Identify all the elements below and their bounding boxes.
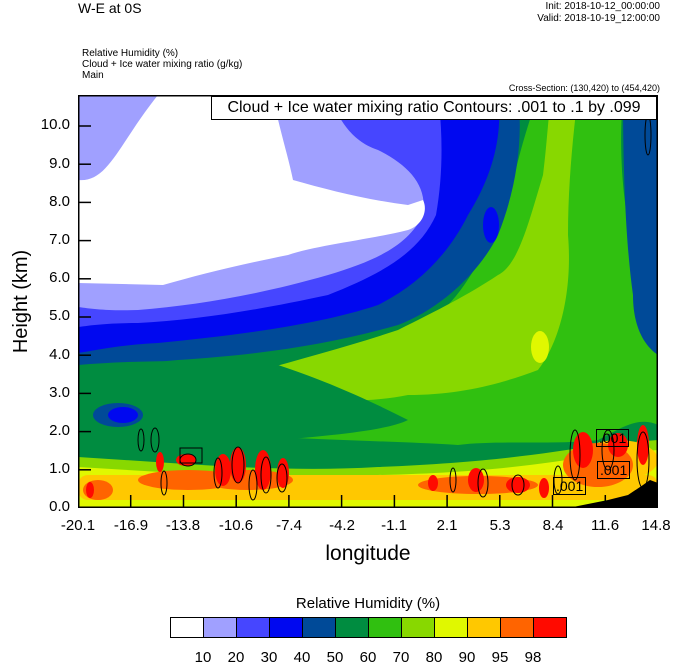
colorbar-swatch <box>501 618 534 637</box>
colorbar-swatch <box>171 618 204 637</box>
x-tick-label: -1.1 <box>381 517 407 534</box>
colorbar-level-label: 98 <box>524 649 542 666</box>
colorbar-swatch <box>237 618 270 637</box>
contour-info-box: Cloud + Ice water mixing ratio Contours:… <box>211 96 657 120</box>
contour-label: .001 <box>553 477 587 495</box>
y-tick-label: 8.0 <box>49 193 70 210</box>
contour-label-boxes <box>179 447 203 464</box>
colorbar-swatch <box>435 618 468 637</box>
colorbar-level-label: 40 <box>293 649 311 666</box>
colorbar <box>170 617 567 638</box>
x-tick-label: -4.2 <box>329 517 355 534</box>
x-tick-label: -20.1 <box>60 517 96 534</box>
rh-80-90-spot <box>531 331 549 363</box>
colorbar-level-label: 90 <box>458 649 476 666</box>
y-tick-label: 9.0 <box>49 155 70 172</box>
cloud-water-contours <box>137 114 652 501</box>
cross-section-label: Cross-Section: (130,420) to (454,420) <box>508 83 660 93</box>
colorbar-level-label: 60 <box>359 649 377 666</box>
contour-label: .001 <box>597 461 631 479</box>
x-axis-title: longitude <box>325 542 411 565</box>
x-tick-label: 8.4 <box>542 517 564 534</box>
x-tick-label: -10.6 <box>218 517 254 534</box>
field-main: Main <box>82 70 104 81</box>
y-tick-label: 7.0 <box>49 231 70 248</box>
colorbar-swatch <box>270 618 303 637</box>
valid-time: Valid: 2018-10-19_12:00:00 <box>537 13 660 24</box>
field-list: Relative Humidity (%) Cloud + Ice water … <box>82 48 242 81</box>
rh-below-10 <box>78 95 425 285</box>
rh-30-40-spot <box>483 207 499 243</box>
colorbar-swatch <box>402 618 435 637</box>
x-tick-label: 14.8 <box>641 517 671 534</box>
y-tick-label: 2.0 <box>49 422 70 439</box>
rh-40-50-right <box>623 95 658 355</box>
x-tick-label: 2.1 <box>436 517 458 534</box>
field-qcloud: Cloud + Ice water mixing ratio (g/kg) <box>82 59 243 70</box>
y-tick-label: 3.0 <box>49 384 70 401</box>
plot-title: W-E at 0S <box>78 0 142 16</box>
colorbar-title: Relative Humidity (%) <box>295 595 441 612</box>
init-time: Init: 2018-10-12_00:00:00 <box>545 1 660 12</box>
y-tick-label: 6.0 <box>49 269 70 286</box>
colorbar-level-label: 95 <box>491 649 509 666</box>
y-ticks <box>78 125 91 471</box>
rh-70-80 <box>208 95 578 401</box>
y-tick-label: 10.0 <box>40 116 70 133</box>
colorbar-level-label: 80 <box>425 649 443 666</box>
y-tick-label: 1.0 <box>49 460 70 477</box>
x-tick-label: -16.9 <box>113 517 149 534</box>
y-axis-title: Height (km) <box>10 249 33 354</box>
x-tick-label: -13.8 <box>165 517 201 534</box>
y-tick-label: 5.0 <box>49 307 70 324</box>
colorbar-level-label: 10 <box>194 649 212 666</box>
x-ticks <box>129 495 607 508</box>
colorbar-level-label: 20 <box>227 649 245 666</box>
colorbar-swatch <box>336 618 369 637</box>
colorbar-swatch <box>369 618 402 637</box>
terrain <box>568 480 658 508</box>
colorbar-level-label: 70 <box>392 649 410 666</box>
colorbar-level-label: 30 <box>260 649 278 666</box>
colorbar-swatch <box>468 618 501 637</box>
y-tick-label: 0.0 <box>49 498 70 515</box>
time-info: Init: 2018-10-12_00:00:00 Valid: 2018-10… <box>537 1 660 25</box>
colorbar-swatch <box>534 618 566 637</box>
field-rh: Relative Humidity (%) <box>82 48 179 59</box>
colorbar-swatch <box>303 618 336 637</box>
rh-50-60-lower <box>78 361 408 455</box>
x-tick-label: 11.6 <box>590 517 620 534</box>
x-tick-label: 5.3 <box>489 517 511 534</box>
rh-30-40-spot-lower <box>108 407 138 423</box>
colorbar-level-label: 50 <box>326 649 344 666</box>
colorbar-swatch <box>204 618 237 637</box>
y-tick-label: 4.0 <box>49 346 70 363</box>
plot-area <box>78 95 658 508</box>
contour-label: .001 <box>596 429 630 447</box>
x-tick-label: -7.4 <box>276 517 302 534</box>
plot-frame <box>78 95 658 508</box>
contour-field <box>78 95 658 508</box>
